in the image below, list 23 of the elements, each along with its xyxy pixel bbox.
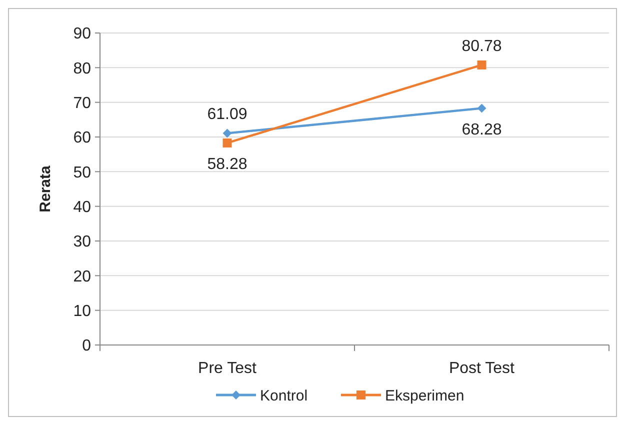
y-tick-label: 10 <box>73 302 92 320</box>
y-tick-label: 0 <box>82 338 92 355</box>
data-label: 68.28 <box>462 121 502 138</box>
legend-label: Kontrol <box>260 387 308 404</box>
y-tick-label: 20 <box>73 268 92 286</box>
y-tick-label: 90 <box>73 26 92 43</box>
y-tick-label: 40 <box>73 198 92 216</box>
legend-label: Eksperimen <box>385 387 464 404</box>
data-label: 58.28 <box>207 156 248 173</box>
point <box>477 104 486 113</box>
y-tick-label: 50 <box>73 164 92 182</box>
x-tick-label: Pre Test <box>198 360 257 377</box>
y-tick-label: 60 <box>73 130 92 147</box>
data-label: 61.09 <box>207 106 248 124</box>
point <box>222 138 232 148</box>
point <box>477 60 486 70</box>
data-label: 80.78 <box>462 38 502 55</box>
y-tick-label: 70 <box>73 94 92 112</box>
y-axis-title: Rerata <box>37 165 54 212</box>
y-tick-label: 80 <box>73 60 92 78</box>
y-tick-label: 30 <box>73 234 92 251</box>
point <box>222 128 232 138</box>
x-tick-label: Post Test <box>448 360 516 377</box>
